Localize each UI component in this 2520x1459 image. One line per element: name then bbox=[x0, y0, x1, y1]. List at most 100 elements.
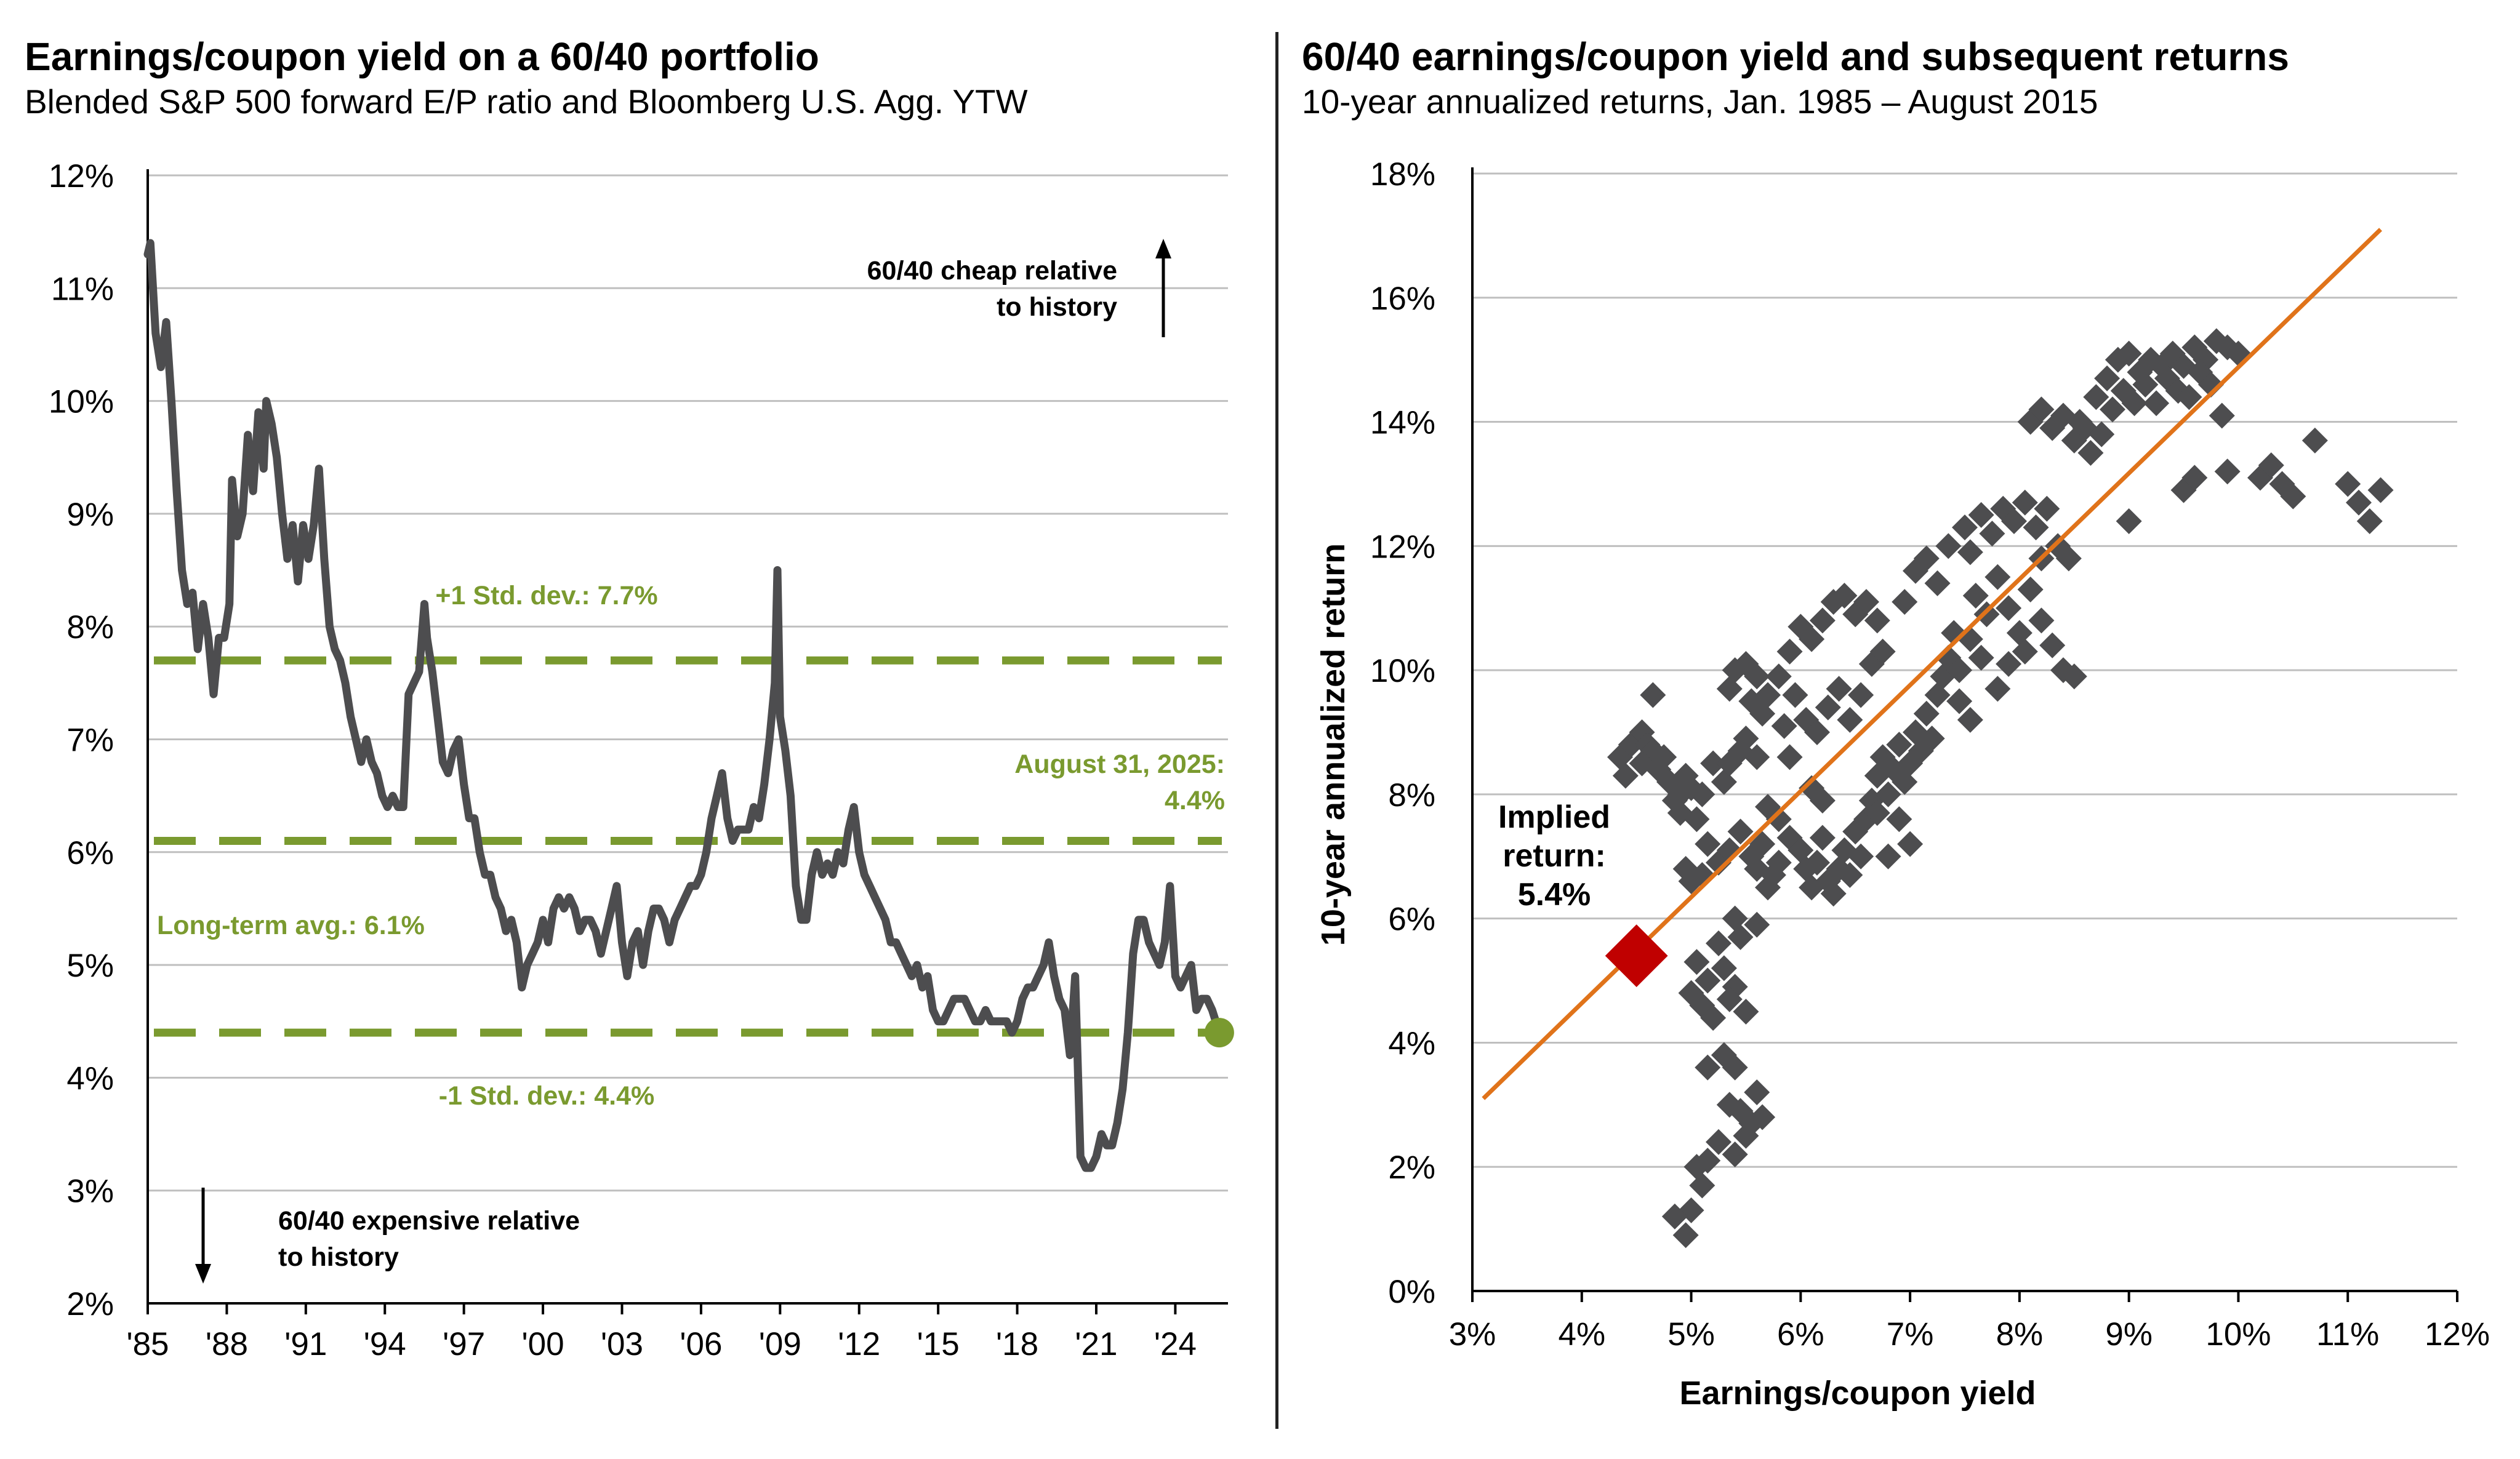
scatter-point bbox=[2017, 409, 2044, 435]
y-tick-label: 0% bbox=[1388, 1274, 1435, 1310]
x-tick-label: '21 bbox=[1075, 1326, 1117, 1362]
scatter-point bbox=[1957, 706, 1983, 733]
y-tick-label: 4% bbox=[1388, 1025, 1435, 1061]
scatter-point bbox=[1755, 794, 1781, 820]
y-tick-label: 11% bbox=[51, 271, 114, 307]
scatter-point bbox=[1968, 502, 1994, 528]
scatter-point bbox=[1711, 1042, 1737, 1068]
x-tick-label: '06 bbox=[680, 1326, 722, 1362]
left-chart-subtitle: Blended S&P 500 forward E/P ratio and Bl… bbox=[25, 82, 1028, 121]
scatter-point bbox=[1706, 849, 1731, 876]
scatter-point bbox=[1629, 750, 1655, 777]
scatter-point bbox=[2116, 340, 2142, 367]
scatter-point bbox=[1733, 1122, 1759, 1149]
scatter-point bbox=[1661, 1203, 1688, 1229]
y-tick-label: 5% bbox=[66, 948, 114, 984]
plus-sd-label: +1 Std. dev.: 7.7% bbox=[435, 581, 657, 610]
scatter-point bbox=[2198, 372, 2224, 398]
scatter-point bbox=[2269, 471, 2295, 497]
scatter-point bbox=[1990, 495, 2016, 522]
scatter-point bbox=[1738, 688, 1765, 714]
scatter-point bbox=[2105, 346, 2131, 373]
scatter-point bbox=[1765, 849, 1792, 876]
scatter-point bbox=[1706, 1129, 1731, 1155]
scatter-point bbox=[1962, 583, 1989, 609]
scatter-point bbox=[1711, 769, 1737, 795]
left-chart-title: Earnings/coupon yield on a 60/40 portfol… bbox=[25, 34, 819, 79]
implied-label-line3: 5.4% bbox=[1518, 877, 1591, 913]
scatter-point bbox=[1776, 638, 1803, 665]
latest-date-label: August 31, 2025: bbox=[1014, 749, 1225, 779]
scatter-point bbox=[2012, 489, 2038, 516]
cheap-label-line1: 60/40 cheap relative bbox=[867, 256, 1117, 286]
scatter-point bbox=[1799, 775, 1825, 801]
x-tick-label: 11% bbox=[2316, 1316, 2379, 1353]
scatter-point bbox=[1996, 595, 2022, 622]
x-tick-label: '97 bbox=[443, 1326, 485, 1362]
x-axis-title: Earnings/coupon yield bbox=[1679, 1375, 2036, 1412]
x-tick-label: 3% bbox=[1449, 1316, 1496, 1353]
scatter-point bbox=[1875, 843, 1901, 869]
scatter-point bbox=[2100, 396, 2125, 423]
y-tick-label: 8% bbox=[66, 609, 114, 646]
x-tick-label: 8% bbox=[1996, 1316, 2044, 1353]
scatter-point bbox=[1667, 800, 1693, 826]
x-tick-label: 4% bbox=[1558, 1316, 1605, 1353]
scatter-point bbox=[2367, 477, 2394, 503]
scatter-point bbox=[1727, 1098, 1754, 1124]
scatter-point bbox=[2028, 607, 2055, 634]
scatter-point bbox=[2154, 365, 2180, 391]
scatter-point bbox=[1886, 806, 1912, 833]
scatter-point bbox=[1640, 738, 1666, 764]
scatter-point bbox=[1809, 787, 1836, 813]
x-tick-label: '24 bbox=[1154, 1326, 1197, 1362]
scatter-point bbox=[2258, 452, 2284, 479]
x-tick-label: 7% bbox=[1887, 1316, 1934, 1353]
scatter-point bbox=[2017, 576, 2044, 602]
y-tick-label: 7% bbox=[66, 722, 114, 759]
scatter-point bbox=[1733, 651, 1759, 678]
scatter-point bbox=[1722, 905, 1748, 932]
scatter-point bbox=[1645, 756, 1672, 783]
y-tick-label: 10% bbox=[1370, 653, 1435, 689]
scatter-point bbox=[1678, 868, 1704, 895]
right-chart-title: 60/40 earnings/coupon yield and subseque… bbox=[1302, 34, 2289, 79]
scatter-point bbox=[2143, 390, 2170, 417]
scatter-point bbox=[1744, 663, 1770, 690]
scatter-point bbox=[1897, 750, 1924, 777]
scatter-point bbox=[1858, 651, 1885, 678]
scatter-point bbox=[1919, 726, 1945, 752]
scatter-point bbox=[1678, 1197, 1704, 1223]
scatter-point bbox=[1716, 1092, 1743, 1118]
scatter-point bbox=[1689, 992, 1715, 1018]
scatter-point bbox=[1716, 676, 1743, 702]
y-tick-label: 12% bbox=[1370, 529, 1435, 565]
scatter-point bbox=[1640, 682, 1666, 708]
scatter-point bbox=[1755, 682, 1781, 708]
y-tick-label: 8% bbox=[1388, 777, 1435, 813]
scatter-point bbox=[1695, 967, 1721, 994]
scatter-point bbox=[1716, 837, 1743, 863]
scatter-point bbox=[1695, 831, 1721, 857]
scatter-point bbox=[1946, 688, 1973, 714]
x-tick-label: '09 bbox=[759, 1326, 801, 1362]
x-tick-label: '15 bbox=[917, 1326, 960, 1362]
scatter-point bbox=[2346, 489, 2372, 516]
scatter-point bbox=[1722, 1054, 1748, 1081]
scatter-point bbox=[1656, 769, 1682, 795]
scatter-point bbox=[1661, 787, 1688, 813]
scatter-point bbox=[1667, 781, 1693, 807]
scatter-point bbox=[1695, 1148, 1721, 1174]
scatter-point bbox=[2335, 471, 2361, 497]
scatter-point bbox=[1831, 837, 1858, 863]
right-chart-subtitle: 10-year annualized returns, Jan. 1985 – … bbox=[1302, 82, 2098, 121]
scatter-point bbox=[1842, 818, 1869, 845]
scatter-point bbox=[1804, 849, 1830, 876]
y-tick-label: 16% bbox=[1370, 281, 1435, 317]
scatter-point bbox=[2050, 402, 2076, 429]
scatter-point bbox=[1744, 855, 1770, 882]
scatter-point bbox=[1722, 973, 1748, 1000]
scatter-point bbox=[1607, 744, 1633, 770]
scatter-point bbox=[1799, 626, 1825, 652]
x-tick-label: '85 bbox=[126, 1326, 169, 1362]
